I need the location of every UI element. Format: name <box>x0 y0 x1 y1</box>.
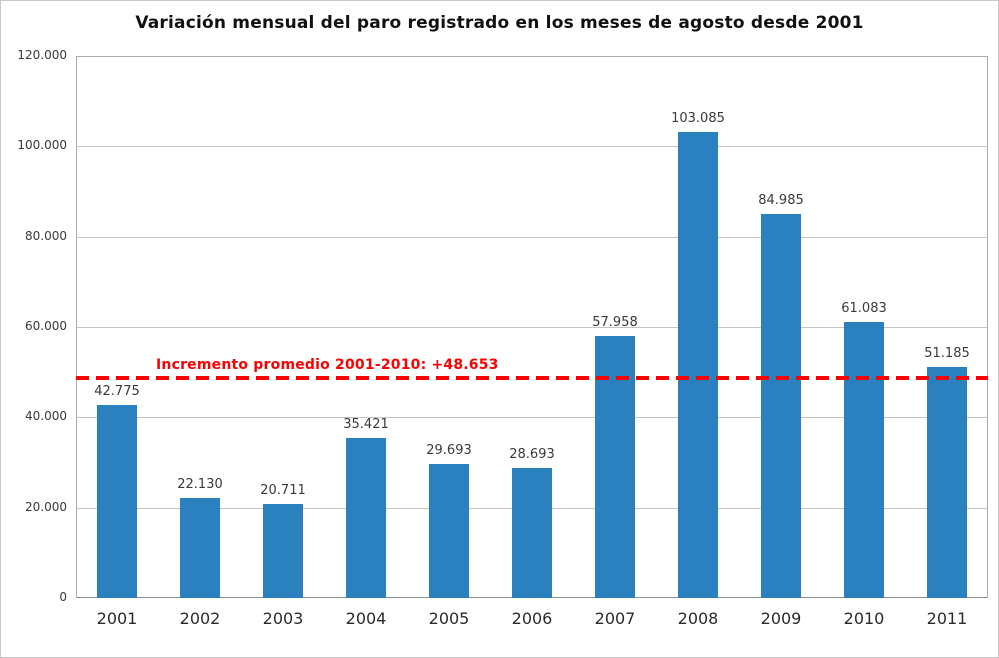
average-reference-label: Incremento promedio 2001-2010: +48.653 <box>156 357 499 373</box>
bar-value-label: 57.958 <box>592 315 638 330</box>
bar-value-label: 103.085 <box>671 111 725 126</box>
x-tick-label: 2005 <box>428 609 470 628</box>
bar-value-label: 20.711 <box>260 483 306 498</box>
bar-2001 <box>97 405 137 598</box>
bar-2004 <box>346 438 386 598</box>
gridline <box>76 237 988 238</box>
bar-2009 <box>761 214 801 598</box>
bar-value-label: 51.185 <box>924 346 970 361</box>
bar-value-label: 61.083 <box>841 301 887 316</box>
x-tick-label: 2002 <box>179 609 221 628</box>
gridline <box>76 327 988 328</box>
bar-2011 <box>927 367 967 598</box>
bar-value-label: 35.421 <box>343 417 389 432</box>
x-tick-label: 2004 <box>345 609 387 628</box>
gridline <box>76 146 988 147</box>
x-tick-label: 2001 <box>96 609 138 628</box>
x-tick-label: 2010 <box>843 609 885 628</box>
bar-value-label: 28.693 <box>509 447 555 462</box>
y-tick-label: 40.000 <box>25 409 67 423</box>
average-reference-line <box>76 376 988 380</box>
y-tick-label: 120.000 <box>17 48 67 62</box>
x-tick-label: 2007 <box>594 609 636 628</box>
x-tick-label: 2009 <box>760 609 802 628</box>
bar-value-label: 42.775 <box>94 384 140 399</box>
gridline <box>76 417 988 418</box>
x-tick-label: 2008 <box>677 609 719 628</box>
y-tick-label: 0 <box>59 590 67 604</box>
bar-2010 <box>844 322 884 598</box>
x-tick-label: 2006 <box>511 609 553 628</box>
bar-2008 <box>678 132 718 598</box>
y-tick-label: 80.000 <box>25 229 67 243</box>
bar-2003 <box>263 504 303 598</box>
bar-value-label: 29.693 <box>426 443 472 458</box>
bar-2006 <box>512 468 552 598</box>
chart-title: Variación mensual del paro registrado en… <box>135 13 864 33</box>
bar-value-label: 84.985 <box>758 193 804 208</box>
x-tick-label: 2011 <box>926 609 968 628</box>
y-tick-label: 100.000 <box>17 138 67 152</box>
bar-value-label: 22.130 <box>177 477 223 492</box>
y-tick-label: 60.000 <box>25 319 67 333</box>
y-tick-label: 20.000 <box>25 500 67 514</box>
x-tick-label: 2003 <box>262 609 304 628</box>
bar-2002 <box>180 498 220 598</box>
bar-2005 <box>429 464 469 598</box>
